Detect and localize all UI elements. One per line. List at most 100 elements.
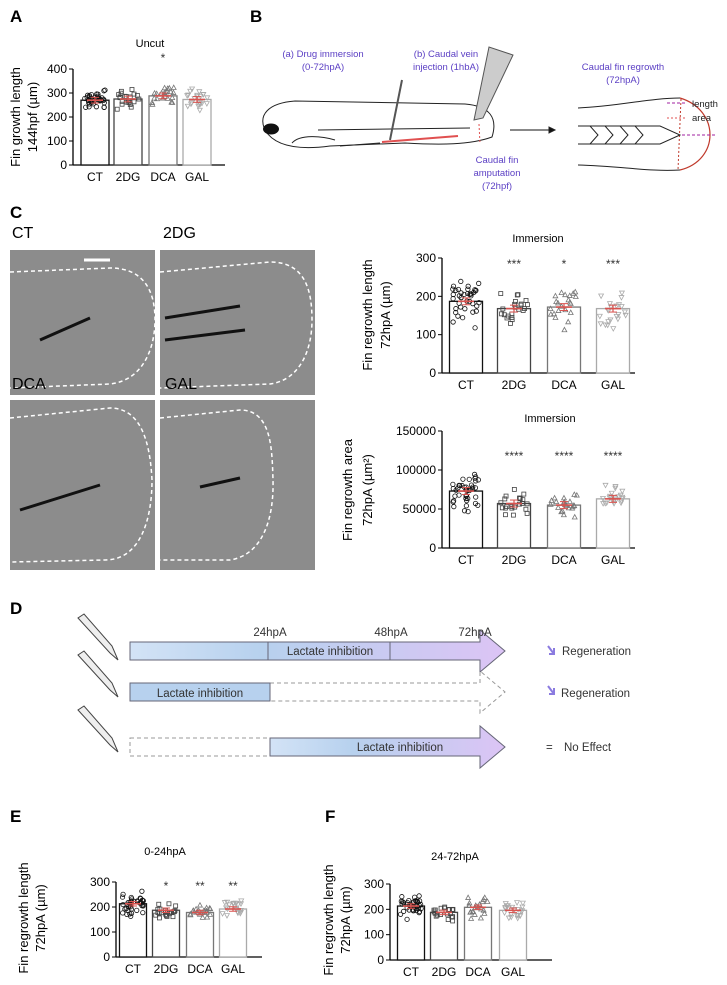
bar-gal [595, 498, 631, 549]
data-point [614, 316, 622, 323]
data-point [523, 298, 529, 303]
data-point [618, 290, 626, 297]
panel-label-e: E [10, 807, 21, 826]
data-point [219, 911, 226, 917]
data-point [189, 86, 196, 93]
timeline-row-3 [129, 737, 271, 757]
panel-label-b: B [250, 7, 262, 26]
data-point [512, 299, 518, 304]
data-point [203, 101, 210, 107]
row1-outcome: Regeneration [562, 646, 631, 658]
row3-outcome: No Effect [564, 742, 612, 754]
y-tick-label: 50000 [403, 502, 437, 516]
data-point [567, 309, 574, 315]
data-point [200, 92, 207, 98]
bar-2dg [113, 98, 143, 166]
row1-treatment: Lactate inhibition [287, 646, 373, 658]
bar-dca [546, 306, 582, 374]
data-point [93, 104, 100, 110]
data-point [565, 318, 572, 325]
data-point [501, 312, 507, 318]
panel-label-a: A [10, 7, 22, 26]
data-point [119, 894, 126, 900]
data-point [137, 895, 143, 901]
data-point [602, 322, 609, 329]
data-point [472, 471, 478, 477]
y-tick-label: 0 [377, 953, 384, 967]
data-point [565, 296, 572, 303]
x-tick-label: GAL [601, 553, 625, 567]
y-tick-label: 0 [103, 950, 110, 964]
data-point [157, 915, 162, 921]
data-point [466, 899, 473, 906]
micrograph-2dg [159, 250, 315, 395]
data-point [499, 505, 505, 511]
data-point [498, 500, 504, 506]
data-point [461, 508, 468, 514]
data-point [600, 501, 607, 507]
data-point [120, 891, 126, 897]
y-tick-label: 300 [90, 875, 110, 889]
data-point [450, 295, 456, 302]
data-point [509, 505, 515, 511]
down-arrow-icon [547, 645, 555, 655]
data-point [114, 106, 120, 112]
data-point [398, 898, 404, 904]
data-point [139, 888, 145, 894]
data-point [602, 482, 609, 489]
data-point [226, 902, 233, 909]
data-point [470, 309, 476, 315]
data-point [548, 497, 555, 503]
data-point [237, 901, 245, 907]
significance-stars: *** [507, 257, 521, 271]
data-point [153, 912, 159, 918]
data-point [524, 501, 530, 507]
data-point [552, 292, 559, 299]
vein-injection-label-1: (b) Caudal vein [414, 49, 478, 60]
charts: Uncut Fin growth length 144hpf (µm) 0 100 200… [8, 38, 635, 979]
data-point [397, 911, 404, 917]
y-tick-label: 200 [416, 289, 436, 303]
row2-outcome: Regeneration [561, 688, 630, 700]
x-tick-label: GAL [185, 170, 209, 184]
x-tick-label: DCA [187, 962, 212, 976]
data-point [484, 898, 491, 904]
data-point [163, 87, 171, 94]
data-point [558, 508, 565, 515]
chart-title: Immersion [512, 233, 563, 245]
data-point [83, 104, 89, 110]
eye-icon [263, 123, 279, 135]
data-point [552, 314, 559, 320]
data-point [418, 901, 424, 907]
data-point [511, 487, 517, 492]
data-point [187, 88, 194, 95]
data-point [399, 894, 405, 900]
data-point [223, 905, 230, 912]
data-point [196, 901, 204, 908]
data-point [508, 320, 513, 326]
data-point [513, 900, 521, 906]
data-point [140, 910, 146, 916]
data-point [166, 901, 172, 907]
data-point [450, 283, 457, 289]
data-point [502, 901, 509, 907]
timepoint-24: 24hpA [253, 627, 287, 639]
x-tick-label: 2DG [116, 170, 141, 184]
data-point [517, 495, 522, 501]
y-axis-label: Fin regrowth area [340, 438, 355, 541]
x-tick-label: GAL [601, 378, 625, 392]
data-point [473, 308, 479, 314]
y-tick-label: 100000 [396, 463, 436, 477]
data-point [456, 293, 462, 299]
data-point [566, 498, 574, 504]
legend-length: length [692, 99, 718, 110]
x-tick-label: DCA [465, 965, 490, 979]
data-point [523, 506, 529, 512]
data-point [455, 286, 461, 293]
data-point [504, 315, 510, 321]
data-point [173, 903, 179, 909]
data-point [131, 91, 137, 97]
data-point [613, 314, 620, 320]
data-point [134, 907, 140, 913]
equals-icon: = [546, 742, 553, 754]
